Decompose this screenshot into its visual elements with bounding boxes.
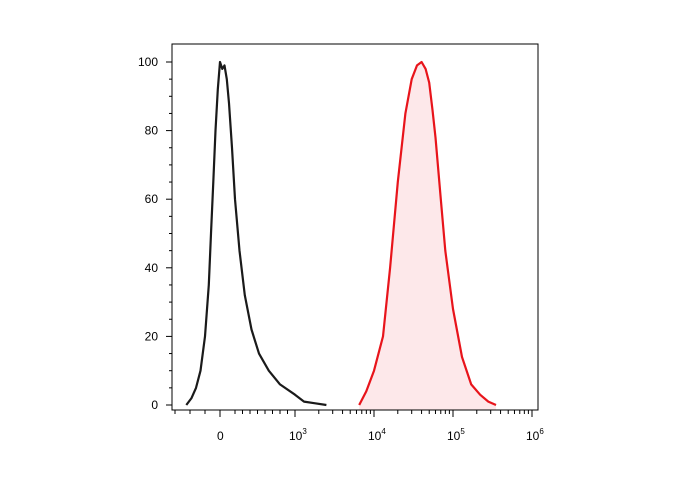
y-tick-label-40: 40 — [145, 261, 159, 275]
x-tick-label-2: 104 — [368, 427, 386, 443]
x-tick-label-1: 103 — [289, 427, 307, 443]
series-1-line — [185, 60, 327, 407]
x-tick-label-0: 0 — [217, 429, 224, 443]
series-2-fill — [359, 62, 496, 410]
y-tick-label-80: 80 — [145, 124, 159, 138]
x-tick-label-4: 106 — [526, 427, 544, 443]
y-tick-label-100: 100 — [138, 55, 158, 69]
plot-frame — [171, 43, 539, 411]
y-axis: 0 20 40 60 80 100 — [138, 55, 172, 412]
series-fills — [359, 62, 496, 410]
x-tick-label-3: 105 — [447, 427, 465, 443]
y-tick-label-60: 60 — [145, 192, 159, 206]
x-axis: 0 103 104 105 106 — [174, 410, 544, 443]
series-lines — [185, 60, 497, 407]
series-2-line — [358, 60, 497, 407]
y-tick-label-20: 20 — [145, 329, 159, 343]
y-tick-label-0: 0 — [151, 398, 158, 412]
